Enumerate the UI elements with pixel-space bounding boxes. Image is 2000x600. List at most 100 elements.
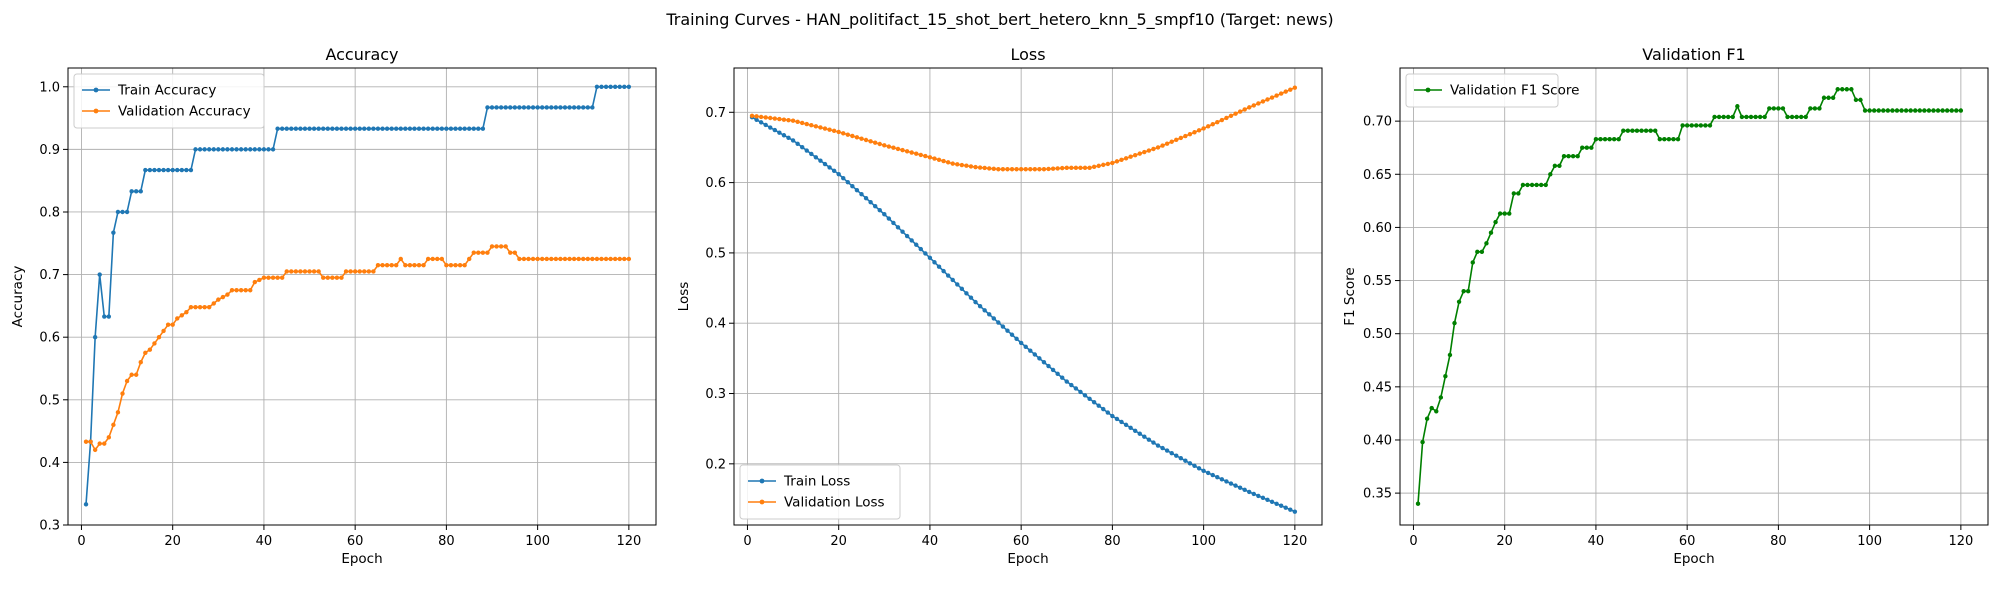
data-point [973, 299, 978, 305]
data-point [1137, 151, 1142, 156]
data-point [959, 286, 965, 292]
data-point [1561, 154, 1567, 159]
x-tick-label: 60 [347, 534, 364, 549]
y-tick-label: 0.45 [1363, 380, 1392, 395]
data-point [357, 269, 362, 274]
data-point [489, 105, 495, 110]
data-point [1050, 367, 1056, 373]
data-point [1146, 148, 1152, 153]
data-point [293, 269, 299, 274]
data-point [412, 126, 417, 131]
data-point [754, 117, 759, 122]
data-point [1940, 108, 1945, 113]
data-point [581, 105, 586, 110]
data-point [822, 161, 828, 167]
data-point [1237, 109, 1243, 114]
data-point [115, 209, 121, 215]
data-point [1580, 145, 1585, 150]
data-point [1726, 114, 1731, 120]
data-point [1570, 154, 1576, 159]
data-point [1456, 299, 1462, 305]
data-point [330, 275, 335, 280]
data-point [882, 212, 887, 217]
data-point [836, 171, 841, 177]
data-point [1826, 95, 1831, 100]
legend-box [739, 464, 901, 520]
data-point [421, 126, 426, 131]
data-point [786, 135, 791, 141]
data-point [1689, 123, 1694, 128]
axes-frame [1399, 67, 1989, 526]
data-point [1894, 108, 1900, 113]
data-point [1922, 108, 1927, 113]
data-point [106, 314, 112, 319]
data-point [1415, 501, 1421, 506]
data-point [909, 238, 914, 243]
data-point [1091, 164, 1097, 170]
data-point [462, 126, 467, 131]
data-point [1187, 131, 1193, 137]
figure-title: Training Curves - HAN_politifact_15_shot… [665, 10, 1333, 30]
data-point [1516, 191, 1521, 196]
data-point [809, 123, 814, 128]
data-point [1187, 461, 1193, 466]
data-point [987, 312, 992, 317]
data-point [918, 246, 923, 252]
data-point [535, 256, 540, 262]
data-point [1000, 324, 1006, 329]
data-point [1101, 162, 1106, 168]
data-point [1840, 87, 1845, 92]
data-point [1037, 167, 1042, 172]
data-point [352, 126, 358, 131]
data-point [790, 118, 796, 123]
data-point [1949, 108, 1954, 113]
data-point [503, 105, 508, 110]
data-point [1101, 406, 1106, 412]
data-point [1835, 87, 1840, 92]
data-point [991, 316, 996, 321]
data-point [1060, 375, 1065, 380]
data-point [1821, 95, 1827, 100]
data-point [111, 230, 116, 235]
data-point [1164, 141, 1170, 146]
data-point [868, 139, 873, 144]
x-tick-label: 120 [616, 534, 641, 549]
data-point [307, 126, 312, 131]
data-point [904, 233, 910, 239]
data-point [430, 256, 435, 262]
data-point [1119, 419, 1124, 425]
data-point [485, 105, 490, 110]
data-point [1050, 166, 1056, 171]
data-point [544, 105, 549, 110]
y-axis-label: Accuracy [10, 266, 26, 328]
data-point [1028, 167, 1033, 172]
axes-frame [67, 67, 657, 526]
data-point [279, 275, 285, 280]
data-point [202, 304, 207, 310]
data-point [170, 322, 175, 327]
data-point [124, 378, 130, 384]
data-point [1853, 97, 1859, 103]
data-point [1210, 122, 1215, 127]
data-point [1046, 166, 1051, 172]
data-point [973, 164, 978, 170]
data-point [1274, 93, 1279, 98]
data-point [321, 126, 326, 131]
data-point [298, 126, 303, 131]
data-point [416, 126, 422, 131]
y-tick-label: 0.40 [1363, 433, 1392, 448]
data-point [1917, 108, 1923, 113]
data-point [1479, 249, 1485, 255]
data-point [927, 155, 933, 160]
data-point [758, 120, 764, 125]
x-tick-label: 20 [164, 534, 181, 549]
data-point [334, 126, 340, 131]
data-point [261, 147, 267, 152]
data-point [1256, 493, 1261, 499]
data-point [1771, 106, 1777, 111]
data-point [549, 256, 554, 262]
data-point [1087, 396, 1092, 401]
data-point [1538, 182, 1544, 188]
data-point [1137, 431, 1142, 436]
data-point [945, 273, 951, 278]
